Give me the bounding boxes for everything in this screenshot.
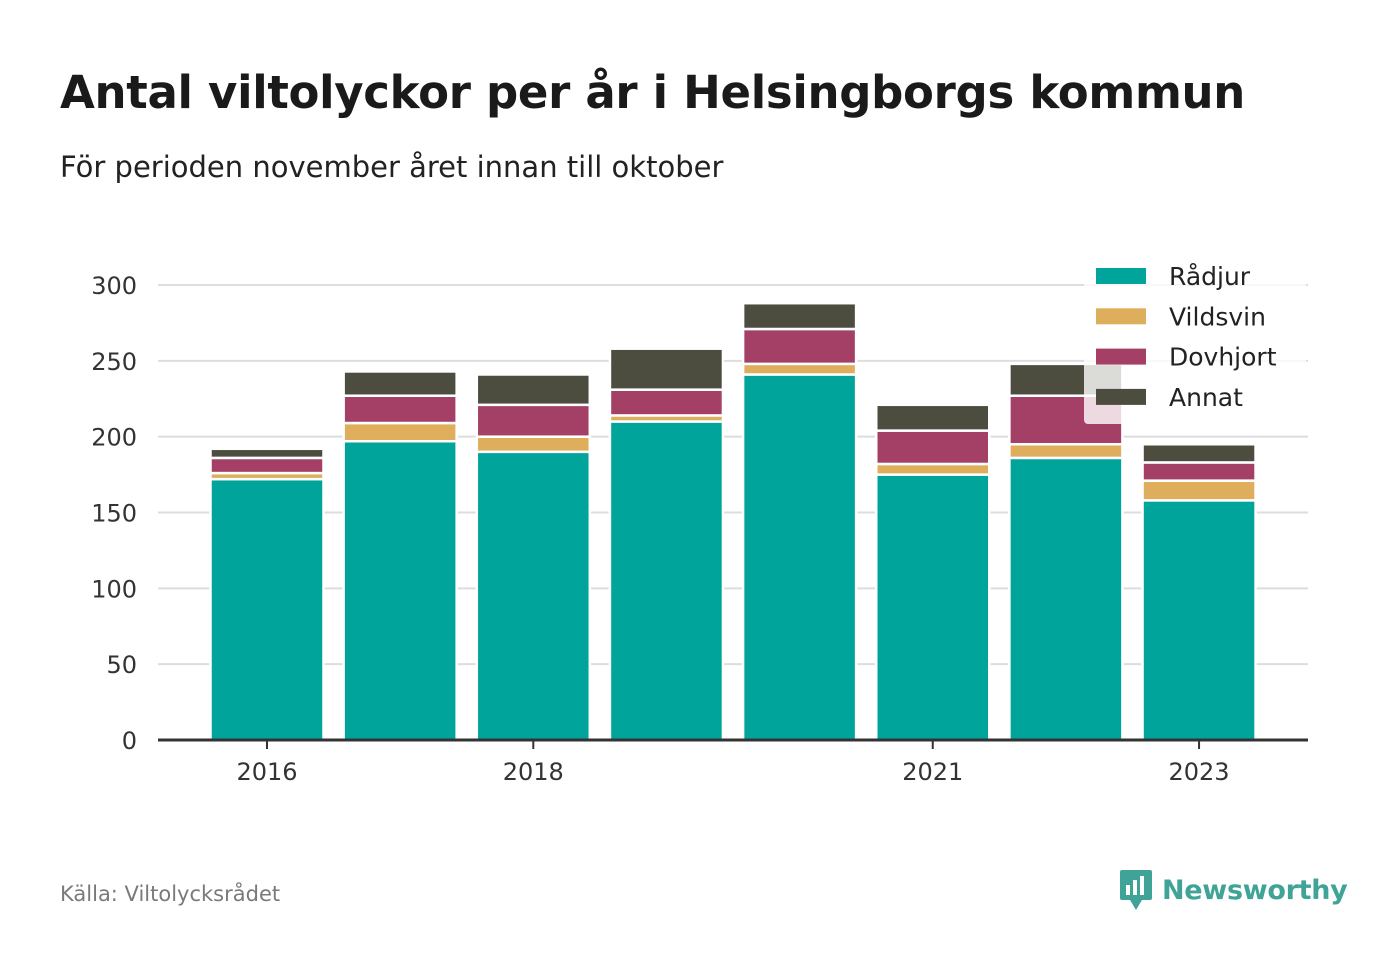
bar-segment xyxy=(875,473,991,742)
bar-stack xyxy=(741,301,858,742)
legend: Rådjur Vildsvin Dovhjort Annat xyxy=(1084,254,1306,424)
bar-segment xyxy=(475,435,592,454)
bar-stack xyxy=(209,447,325,742)
bar-segment xyxy=(741,362,858,376)
bar-segment xyxy=(475,450,592,742)
y-tick-label: 200 xyxy=(91,424,137,452)
source-note: Källa: Viltolycksrådet xyxy=(60,882,281,906)
x-axis: 2016 2018 2021 2023 xyxy=(158,738,1308,786)
legend-label: Vildsvin xyxy=(1169,302,1266,331)
bar-segment xyxy=(875,462,991,476)
bar-segment xyxy=(741,373,858,742)
bar-segment xyxy=(342,394,458,425)
bar-segment xyxy=(875,403,991,432)
bar-segment xyxy=(342,370,458,397)
bar-segment xyxy=(1008,443,1124,460)
legend-swatch xyxy=(1096,308,1146,325)
bar-segment xyxy=(608,420,725,742)
bar-segment xyxy=(342,439,458,742)
legend-swatch xyxy=(1096,348,1146,365)
chart-subtitle: För perioden november året innan till ok… xyxy=(60,150,724,184)
legend-swatch xyxy=(1096,268,1146,284)
bar-segment xyxy=(209,477,325,742)
y-tick-label: 100 xyxy=(91,575,137,603)
brand-name: Newsworthy xyxy=(1162,874,1348,906)
bar-segment xyxy=(1008,456,1124,742)
legend-swatch xyxy=(1096,388,1146,405)
bars xyxy=(209,301,1257,742)
legend-label: Rådjur xyxy=(1169,262,1251,291)
y-tick-label: 250 xyxy=(91,348,137,376)
bar-segment xyxy=(1141,461,1257,482)
bar-stack xyxy=(608,347,725,742)
bar-segment xyxy=(1141,443,1257,464)
y-tick-label: 150 xyxy=(91,500,137,528)
y-axis-ticks: 0 50 100 150 200 250 300 xyxy=(91,272,137,755)
x-tick-label: 2016 xyxy=(236,758,297,786)
bar-segment xyxy=(1141,499,1257,742)
bar-segment xyxy=(209,456,325,475)
legend-label: Annat xyxy=(1169,383,1243,412)
bar-segment xyxy=(741,327,858,366)
legend-background xyxy=(1084,254,1306,424)
bar-stack xyxy=(875,403,991,742)
newsworthy-logo-icon xyxy=(1120,870,1152,910)
bar-segment xyxy=(1141,479,1257,502)
bar-stack xyxy=(475,373,592,742)
bar-segment xyxy=(209,447,325,460)
bar-segment xyxy=(741,301,858,331)
bar-segment xyxy=(875,429,991,466)
chart-title: Antal viltolyckor per år i Helsingborgs … xyxy=(60,66,1246,119)
x-tick-label: 2023 xyxy=(1169,758,1230,786)
bar-segment xyxy=(608,388,725,417)
y-tick-label: 300 xyxy=(91,272,137,300)
newsworthy-brand: Newsworthy xyxy=(1118,868,1348,912)
bar-segment xyxy=(475,373,592,407)
y-tick-label: 50 xyxy=(106,651,137,679)
bar-stack xyxy=(342,370,458,742)
y-tick-label: 0 xyxy=(122,727,137,755)
bar-segment xyxy=(475,403,592,438)
bar-segment xyxy=(342,421,458,443)
bar-stack xyxy=(1141,443,1257,742)
legend-label: Dovhjort xyxy=(1169,343,1277,372)
x-tick-label: 2018 xyxy=(503,758,564,786)
x-tick-label: 2021 xyxy=(902,758,963,786)
bar-segment xyxy=(608,347,725,391)
